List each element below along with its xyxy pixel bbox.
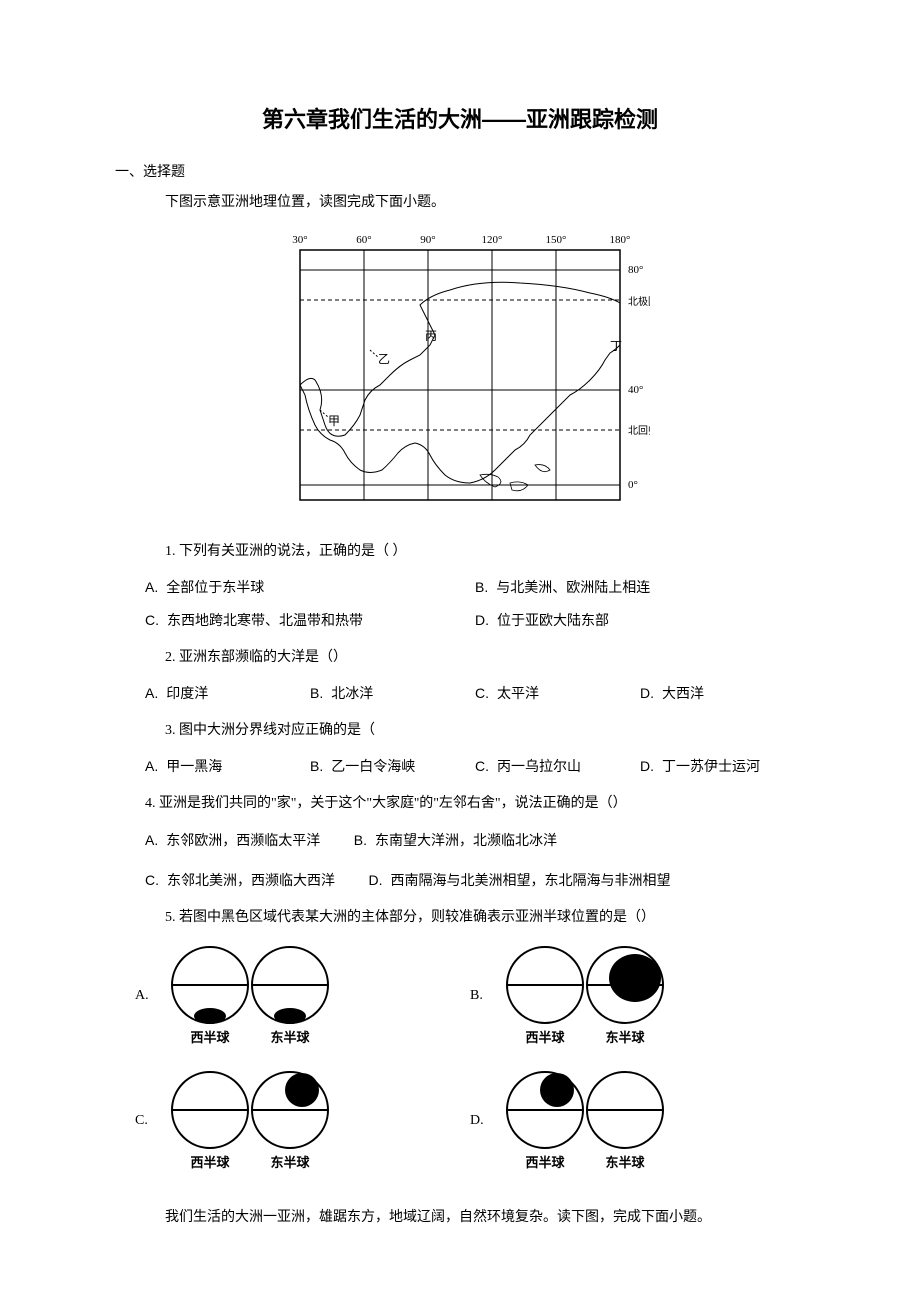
- svg-text:0°: 0°: [628, 479, 638, 491]
- svg-text:北极圈: 北极圈: [628, 295, 650, 308]
- q5-option-c[interactable]: C. 西半球 东半球: [135, 1065, 470, 1175]
- q3-option-b[interactable]: B.乙一白令海峡: [310, 751, 475, 783]
- hemi-label-c: C.: [135, 1108, 155, 1133]
- q3-options: A.甲一黑海 B.乙一白令海峡 C.丙一乌拉尔山 D.丁一苏伊士运河: [145, 751, 805, 783]
- question-5: 5. 若图中黑色区域代表某大洲的主体部分，则较准确表示亚洲半球位置的是（）: [165, 905, 805, 930]
- svg-text:东半球: 东半球: [270, 1030, 310, 1045]
- q4-option-b[interactable]: B.东南望大洋洲，北濒临北冰洋: [354, 825, 557, 857]
- question-2: 2. 亚洲东部濒临的大洋是（）: [165, 645, 805, 670]
- hemi-label-a: A.: [135, 983, 155, 1008]
- map-svg: 30° 60° 90° 120° 150° 180° 80° 北极圈 40° 北…: [270, 225, 650, 515]
- q5-option-a[interactable]: A. 西半球 东半球: [135, 940, 470, 1050]
- hemisphere-svg-c: 西半球 东半球: [165, 1065, 335, 1175]
- svg-text:丙: 丙: [425, 329, 437, 343]
- q4-option-a[interactable]: A.东邻欧洲，西濒临太平洋: [145, 825, 320, 857]
- q3-option-d[interactable]: D.丁一苏伊士运河: [640, 751, 805, 783]
- svg-text:60°: 60°: [356, 234, 371, 246]
- svg-text:80°: 80°: [628, 264, 643, 276]
- footer-instruction: 我们生活的大洲一亚洲，雄踞东方，地域辽阔，自然环境复杂。读下图，完成下面小题。: [165, 1205, 805, 1230]
- q2-option-c[interactable]: C.太平洋: [475, 678, 640, 710]
- svg-text:30°: 30°: [292, 234, 307, 246]
- svg-text:东半球: 东半球: [605, 1030, 645, 1045]
- svg-text:90°: 90°: [420, 234, 435, 246]
- question-4: 4. 亚洲是我们共同的"家"，关于这个"大家庭''的"左邻右舍"，说法正确的是（…: [145, 791, 805, 816]
- svg-text:西半球: 西半球: [190, 1155, 230, 1170]
- page-title: 第六章我们生活的大洲——亚洲跟踪检测: [115, 100, 805, 140]
- q1-options: A.全部位于东半球 B.与北美洲、欧洲陆上相连 C.东西地跨北寒带、北温带和热带…: [145, 572, 805, 636]
- question-1: 1. 下列有关亚洲的说法，正确的是（ ）: [165, 539, 805, 564]
- hemisphere-svg-a: 西半球 东半球: [165, 940, 335, 1050]
- q2-options: A.印度洋 B.北冰洋 C.太平洋 D.大西洋: [145, 678, 805, 710]
- q1-option-b[interactable]: B.与北美洲、欧洲陆上相连: [475, 572, 805, 604]
- q2-option-d[interactable]: D.大西洋: [640, 678, 805, 710]
- hemisphere-svg-d: 西半球 东半球: [500, 1065, 670, 1175]
- hemisphere-options: A. 西半球 东半球 B. 西半球 东半球 C.: [135, 940, 805, 1190]
- svg-text:西半球: 西半球: [525, 1155, 565, 1170]
- q4-options-row1: A.东邻欧洲，西濒临太平洋 B.东南望大洋洲，北濒临北冰洋: [145, 825, 805, 857]
- q3-option-c[interactable]: C.丙一乌拉尔山: [475, 751, 640, 783]
- q1-option-a[interactable]: A.全部位于东半球: [145, 572, 475, 604]
- q1-option-d[interactable]: D.位于亚欧大陆东部: [475, 605, 805, 637]
- hemi-label-b: B.: [470, 983, 490, 1008]
- svg-text:乙: 乙: [378, 352, 390, 366]
- svg-text:40°: 40°: [628, 384, 643, 396]
- svg-text:东半球: 东半球: [270, 1155, 310, 1170]
- asia-map: 30° 60° 90° 120° 150° 180° 80° 北极圈 40° 北…: [115, 225, 805, 524]
- q2-option-b[interactable]: B.北冰洋: [310, 678, 475, 710]
- q5-option-d[interactable]: D. 西半球 东半球: [470, 1065, 805, 1175]
- q3-option-a[interactable]: A.甲一黑海: [145, 751, 310, 783]
- svg-text:120°: 120°: [482, 234, 503, 246]
- instruction-text: 下图示意亚洲地理位置，读图完成下面小题。: [165, 190, 805, 215]
- hemisphere-svg-b: 西半球 东半球: [500, 940, 670, 1050]
- svg-text:北回归线: 北回归线: [628, 424, 650, 437]
- section-heading: 一、选择题: [115, 160, 805, 185]
- svg-text:甲: 甲: [328, 414, 340, 428]
- q4-option-c[interactable]: C.东邻北美洲，西濒临大西洋: [145, 865, 335, 897]
- svg-text:东半球: 东半球: [605, 1155, 645, 1170]
- svg-text:丁: 丁: [610, 339, 622, 353]
- q4-options-row2: C.东邻北美洲，西濒临大西洋 D.西南隔海与北美洲相望，东北隔海与非洲相望: [145, 865, 805, 897]
- q1-option-c[interactable]: C.东西地跨北寒带、北温带和热带: [145, 605, 475, 637]
- question-3: 3. 图中大洲分界线对应正确的是（: [165, 718, 805, 743]
- svg-text:180°: 180°: [610, 234, 631, 246]
- q5-option-b[interactable]: B. 西半球 东半球: [470, 940, 805, 1050]
- q2-option-a[interactable]: A.印度洋: [145, 678, 310, 710]
- hemi-label-d: D.: [470, 1108, 490, 1133]
- q4-option-d[interactable]: D.西南隔海与北美洲相望，东北隔海与非洲相望: [369, 865, 671, 897]
- svg-text:西半球: 西半球: [525, 1030, 565, 1045]
- svg-text:150°: 150°: [546, 234, 567, 246]
- svg-text:西半球: 西半球: [190, 1030, 230, 1045]
